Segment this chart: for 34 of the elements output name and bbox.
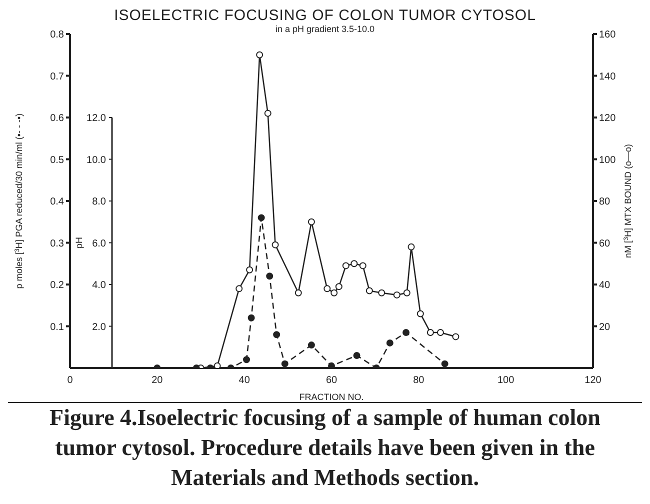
y-tick-label: 0.6	[50, 113, 64, 124]
caption: Figure 4.Isoelectric focusing of a sample of human colon tumor cytosol. Procedure details have been given in the Materials and Methods section.	[48, 404, 602, 492]
y3-tick-label: 4.0	[92, 280, 106, 291]
y2-tick-label: 40	[599, 280, 611, 292]
y2-tick-label: 20	[599, 322, 611, 333]
y2-tick-label: 60	[599, 238, 611, 250]
x-tick-label: 60	[326, 375, 338, 386]
y2-tick-label: 160	[599, 30, 616, 41]
y-tick-label: 0.7	[50, 71, 64, 82]
y2-tick-label: 80	[599, 196, 611, 208]
x-tick-label: 40	[238, 375, 250, 386]
x-tick-label: 20	[152, 375, 164, 386]
y-tick-label: 0.8	[50, 30, 64, 41]
y-tick-label: 0.1	[50, 322, 64, 333]
y3-tick-label: 10.0	[86, 154, 106, 166]
y-tick-label: 0.5	[50, 154, 64, 166]
x-tick-label: 120	[584, 375, 602, 386]
x-tick-label: 0	[67, 375, 74, 386]
chart-title: ISOELECTRIC FOCUSING OF COLON TUMOR CYTOSOL	[113, 7, 537, 24]
y3-axis-title: pH	[74, 236, 84, 249]
y3-tick-label: 12.0	[86, 113, 106, 124]
y-tick-label: 0.4	[50, 196, 64, 208]
x-tick-label: 100	[497, 375, 515, 386]
y-tick-label: 0.3	[50, 238, 64, 250]
chart-subtitle: in a pH gradient 3.5-10.0	[275, 24, 375, 34]
y3-tick-label: 8.0	[92, 196, 106, 208]
y-tick-label: 0.2	[50, 280, 64, 292]
y2-tick-label: 120	[599, 113, 616, 124]
y3-tick-label: 6.0	[92, 238, 106, 250]
x-axis-title: FRACTION NO.	[299, 392, 364, 402]
y2-tick-label: 140	[599, 71, 616, 82]
x-tick-label: 80	[413, 375, 425, 386]
y3-tick-label: 2.0	[92, 322, 106, 333]
y2-tick-label: 100	[599, 154, 616, 166]
